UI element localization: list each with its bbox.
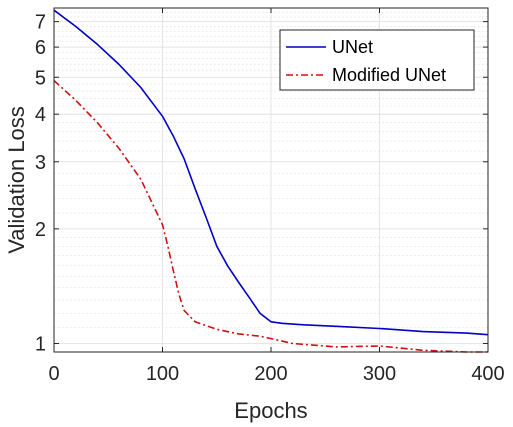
x-tick-label: 300 <box>363 363 396 385</box>
y-axis-label: Validation Loss <box>4 106 29 254</box>
x-tick-label: 200 <box>254 363 287 385</box>
y-tick-label: 4 <box>35 104 46 126</box>
x-tick-label: 400 <box>471 363 504 385</box>
legend: UNet Modified UNet <box>279 29 475 91</box>
axis-ticks: 0 100 200 300 400 1 2 3 4 5 6 7 <box>35 8 505 385</box>
y-tick-label: 2 <box>35 219 46 241</box>
x-tick-label: 0 <box>48 363 59 385</box>
x-axis-label: Epochs <box>234 398 307 423</box>
x-tick-label: 100 <box>146 363 179 385</box>
y-tick-label: 7 <box>35 12 46 34</box>
legend-label-modified-unet: Modified UNet <box>332 65 446 85</box>
y-tick-label: 3 <box>35 152 46 174</box>
legend-box <box>279 29 475 91</box>
series-line-unet <box>53 9 489 336</box>
y-tick-label: 6 <box>35 37 46 59</box>
series-line-modified-unet <box>53 80 488 353</box>
y-tick-label: 5 <box>35 67 46 89</box>
series-lines <box>53 9 489 353</box>
legend-label-unet: UNet <box>332 37 373 57</box>
y-tick-label: 1 <box>35 334 46 356</box>
